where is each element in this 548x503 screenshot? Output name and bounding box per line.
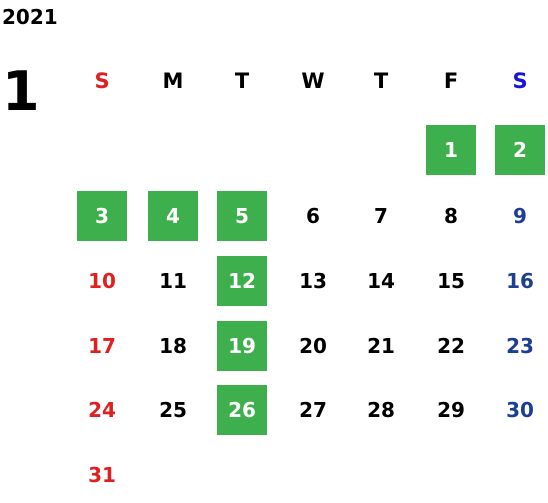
day-cell-23[interactable]: 23 <box>506 334 534 358</box>
day-cell-22[interactable]: 22 <box>437 334 465 358</box>
day-cell-30[interactable]: 30 <box>506 398 534 422</box>
day-cell-8[interactable]: 8 <box>444 204 458 228</box>
day-cell-15[interactable]: 15 <box>437 269 465 293</box>
day-cell-11[interactable]: 11 <box>159 269 187 293</box>
weekday-thursday: T <box>373 69 389 93</box>
day-cell-29[interactable]: 29 <box>437 398 465 422</box>
day-cell-5[interactable]: 5 <box>217 191 267 241</box>
day-cell-21[interactable]: 21 <box>367 334 395 358</box>
day-cell-18[interactable]: 18 <box>159 334 187 358</box>
day-cell-20[interactable]: 20 <box>299 334 327 358</box>
weekday-wednesday: W <box>301 69 325 93</box>
day-cell-27[interactable]: 27 <box>299 398 327 422</box>
day-cell-16[interactable]: 16 <box>506 269 534 293</box>
day-cell-14[interactable]: 14 <box>367 269 395 293</box>
day-cell-26[interactable]: 26 <box>217 385 267 435</box>
day-cell-13[interactable]: 13 <box>299 269 327 293</box>
day-cell-24[interactable]: 24 <box>88 398 116 422</box>
month-label: 1 <box>2 60 40 123</box>
day-cell-19[interactable]: 19 <box>217 321 267 371</box>
day-cell-25[interactable]: 25 <box>159 398 187 422</box>
weekday-monday: M <box>162 69 184 93</box>
day-cell-4[interactable]: 4 <box>148 191 198 241</box>
weekday-saturday: S <box>512 69 528 93</box>
day-cell-2[interactable]: 2 <box>495 125 545 175</box>
day-cell-12[interactable]: 12 <box>217 256 267 306</box>
year-label: 2021 <box>2 5 58 29</box>
day-cell-7[interactable]: 7 <box>374 204 388 228</box>
weekday-sunday: S <box>94 69 110 93</box>
day-cell-17[interactable]: 17 <box>88 334 116 358</box>
day-cell-1[interactable]: 1 <box>426 125 476 175</box>
day-cell-3[interactable]: 3 <box>77 191 127 241</box>
weekday-friday: F <box>443 69 459 93</box>
day-cell-31[interactable]: 31 <box>88 463 116 487</box>
weekday-tuesday: T <box>234 69 250 93</box>
day-cell-9[interactable]: 9 <box>513 204 527 228</box>
day-cell-28[interactable]: 28 <box>367 398 395 422</box>
day-cell-6[interactable]: 6 <box>306 204 320 228</box>
day-cell-10[interactable]: 10 <box>88 269 116 293</box>
